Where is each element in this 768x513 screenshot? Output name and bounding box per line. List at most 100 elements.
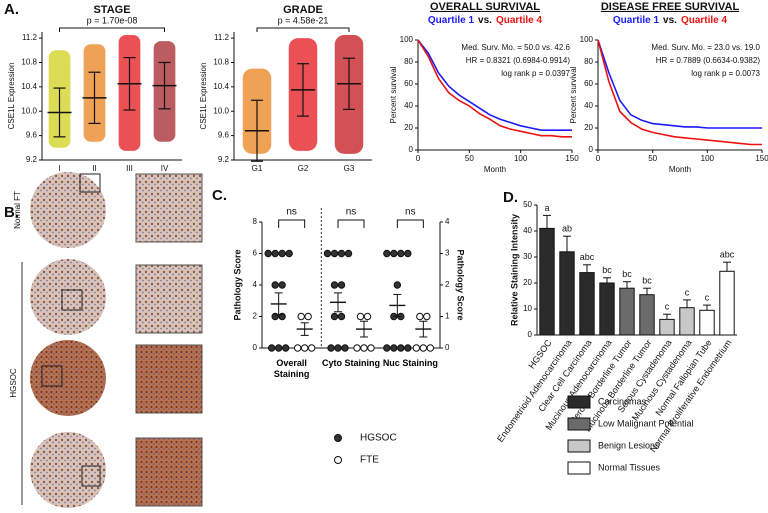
survival-curve [417,39,572,138]
annotation: Med. Surv. Mo. = 50.0 vs. 42.6 [461,43,570,52]
legend-entry: Quartile 1 [613,15,660,26]
data-point [426,344,435,352]
bar [579,272,595,336]
data-point [297,312,305,321]
x-tick-label: IV [161,164,169,173]
inset-image [135,173,203,243]
data-point [330,281,339,289]
survival-curve [417,39,572,131]
x-tick-label: II [92,164,96,173]
y-tick-label: 80 [584,57,593,66]
significance-bracket [256,27,350,32]
y-tick-label: 11.2 [214,33,230,42]
data-point [304,312,312,321]
legend-separator: vs. [663,15,677,26]
y-tick-label: 50 [523,200,532,209]
significance-letter: bc [602,265,612,275]
y-axis-label: CSE1L Expression [199,63,208,130]
y-tick-label: 30 [523,252,532,261]
data-point [353,344,361,352]
group-label: HGSOC [9,368,18,398]
x-tick-label: I [58,164,60,173]
y-tick-label: 10.4 [21,82,37,91]
inset-box [61,289,83,311]
data-point [330,312,339,321]
x-axis-label: Month [669,165,691,174]
significance-letter: c [685,287,690,297]
y-tick-label: 3 [445,249,450,258]
data-point [404,249,412,258]
significance-letter: bc [642,276,652,286]
x-tick-label: G3 [344,164,355,173]
annotation: ns [405,207,416,218]
data-point [267,344,276,352]
data-point [327,344,335,352]
data-point [274,344,283,352]
y-tick-label: 0 [253,343,258,352]
y-tick-label: 20 [404,123,413,132]
x-category: Nuc Staining [383,358,438,368]
y-tick-label: 9.6 [218,131,230,140]
y-tick-label: 20 [523,278,532,287]
bar [699,309,715,336]
bar [659,318,675,336]
panel-label: C. [212,187,227,204]
significance-bracket [396,219,424,228]
chart-title: OVERALL SURVIVAL [430,1,540,13]
y-tick-label: 2 [445,280,450,289]
tissue-core [30,259,106,335]
legend-swatch [567,439,591,453]
data-point [341,344,349,352]
data-point [278,312,286,321]
y-tick-label: 20 [584,123,593,132]
data-point [397,344,405,352]
y-tick-label: 100 [400,35,414,44]
y-axis-label: CSE1L Expression [7,63,16,130]
significance-letter: ab [562,224,572,234]
tissue-core [30,340,106,416]
y-tick-label: 40 [404,101,413,110]
annotation: log rank p = 0.0073 [691,69,760,78]
survival-curve [597,39,762,146]
data-point [337,281,346,289]
y-tick-label: 0 [589,145,594,154]
data-point [264,249,272,258]
bar [599,282,615,336]
y-axis-label: Percent survival [569,66,578,123]
bar [539,227,555,336]
legend-entry: Benign Lesions [598,440,660,450]
legend-entry: Quartile 4 [496,15,543,26]
legend-entry: FTE [360,455,379,466]
data-point [412,344,421,352]
legend-swatch [567,395,591,409]
data-point [278,281,286,289]
data-point [344,249,353,258]
x-tick-label: 150 [755,154,768,163]
data-point [416,312,424,321]
significance-bracket [59,27,165,32]
y-tick-label: 9.2 [26,155,38,164]
panel-label: B. [4,204,19,221]
legend-swatch [567,461,591,475]
data-point [356,312,365,321]
annotation: ns [346,207,357,218]
x-axis-label: Month [484,165,506,174]
data-point [271,249,279,258]
bar [679,307,695,336]
data-point [419,344,428,352]
tissue-core [30,172,106,248]
p-value: p = 4.58e-21 [278,15,329,25]
y-tick-label: 8 [253,217,258,226]
y-tick-label: 0 [445,343,450,352]
y-tick-label: 4 [445,217,450,226]
data-point [390,344,398,352]
y-tick-label: 6 [253,249,258,258]
y-tick-label: 10.0 [213,106,229,115]
data-point [285,249,293,258]
inset-image [135,264,203,334]
y-tick-label: 10.8 [21,58,37,67]
x-category: Overall Staining [274,358,310,379]
significance-letter: abc [720,250,735,260]
y-axis-label: Pathology Score [232,249,242,320]
